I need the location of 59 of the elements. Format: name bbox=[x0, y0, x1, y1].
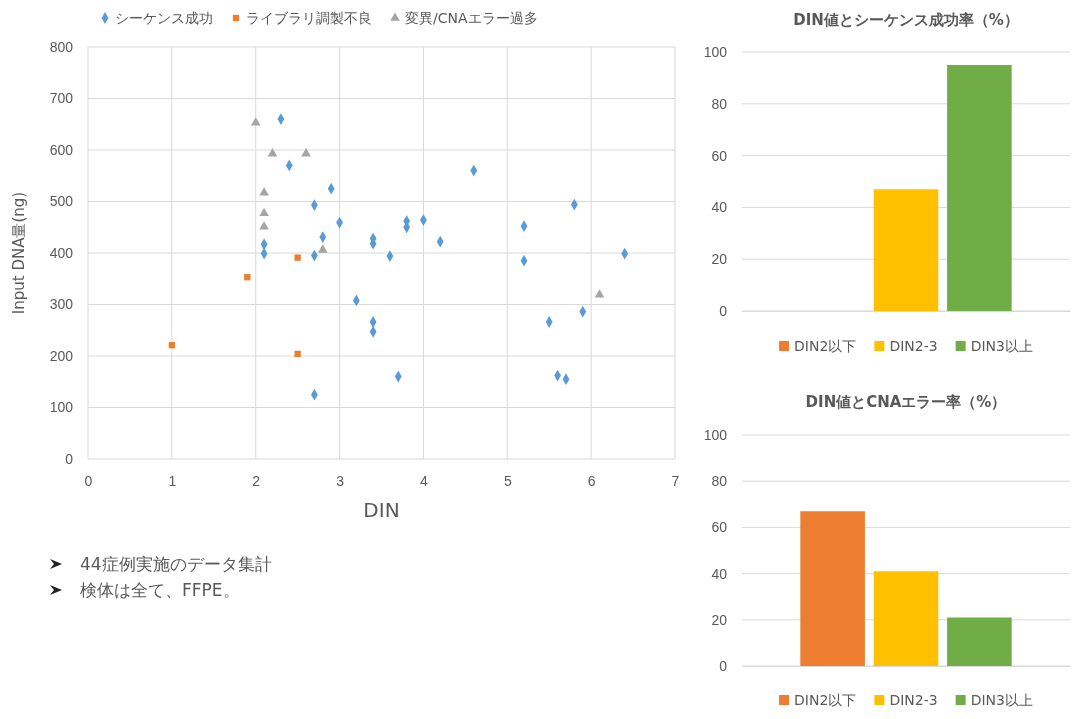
y-tick-label: 40 bbox=[711, 199, 728, 216]
point bbox=[594, 289, 605, 298]
y-tick-label: 500 bbox=[49, 193, 74, 210]
legend-label: シーケンス成功 bbox=[115, 10, 213, 26]
y-tick-label: 0 bbox=[719, 302, 728, 319]
y-axis-title: Input DNA量(ng) bbox=[10, 191, 28, 315]
point bbox=[294, 254, 301, 261]
y-tick-label: 400 bbox=[49, 244, 74, 261]
point bbox=[259, 207, 269, 217]
bar bbox=[873, 571, 939, 666]
x-tick-label: 1 bbox=[168, 472, 177, 489]
point bbox=[250, 117, 261, 126]
x-tick-label: 4 bbox=[420, 472, 429, 489]
point bbox=[267, 148, 278, 157]
point bbox=[259, 221, 269, 230]
y-tick-label: 60 bbox=[711, 519, 728, 536]
bar bbox=[800, 511, 865, 666]
text: 検体は全て、FFPE。 bbox=[80, 580, 240, 600]
text: 44症例実施のデータ集計 bbox=[80, 554, 272, 574]
point bbox=[259, 187, 269, 196]
point bbox=[244, 274, 251, 281]
y-tick-label: 0 bbox=[65, 450, 74, 467]
legend-label: DIN2以下 bbox=[794, 692, 857, 708]
y-tick-label: 700 bbox=[49, 90, 74, 107]
x-tick-label: 5 bbox=[503, 472, 512, 489]
x-tick-label: 7 bbox=[671, 472, 680, 489]
chart-title: DIN値とシーケンス成功率（%） bbox=[793, 11, 1019, 29]
point bbox=[168, 342, 176, 349]
x-tick-label: 6 bbox=[587, 472, 596, 489]
x-tick-label: 3 bbox=[336, 472, 345, 489]
x-axis-title: DIN bbox=[363, 498, 400, 522]
y-tick-label: 80 bbox=[711, 473, 728, 490]
chart-title: DIN値とCNAエラー率（%） bbox=[805, 393, 1007, 411]
legend-label: DIN3以上 bbox=[970, 338, 1033, 354]
point bbox=[301, 148, 311, 157]
y-tick-label: 200 bbox=[49, 347, 74, 364]
y-tick-label: 0 bbox=[719, 657, 728, 674]
y-tick-label: 80 bbox=[711, 95, 728, 112]
legend-label: DIN2-3 bbox=[889, 692, 938, 708]
x-tick-label: 0 bbox=[84, 472, 93, 489]
legend-label: DIN2-3 bbox=[889, 338, 938, 354]
y-tick-label: 40 bbox=[711, 565, 728, 582]
point bbox=[294, 350, 301, 358]
point bbox=[317, 244, 328, 253]
y-tick-label: 20 bbox=[711, 251, 728, 268]
legend-label: 変異/CNAエラー過多 bbox=[405, 10, 538, 26]
legend-label: ライブラリ調製不良 bbox=[246, 10, 372, 26]
y-tick-label: 60 bbox=[711, 147, 728, 164]
y-tick-label: 20 bbox=[711, 611, 728, 628]
y-tick-label: 300 bbox=[49, 296, 74, 313]
y-tick-label: 100 bbox=[703, 426, 728, 443]
y-tick-label: 100 bbox=[49, 399, 74, 416]
y-tick-label: 100 bbox=[703, 43, 728, 60]
legend-label: DIN3以上 bbox=[970, 692, 1033, 708]
legend-label: DIN2以下 bbox=[794, 338, 857, 354]
bar bbox=[947, 617, 1012, 666]
x-tick-label: 2 bbox=[252, 472, 261, 489]
y-tick-label: 800 bbox=[49, 38, 74, 55]
y-tick-label: 600 bbox=[49, 141, 74, 158]
